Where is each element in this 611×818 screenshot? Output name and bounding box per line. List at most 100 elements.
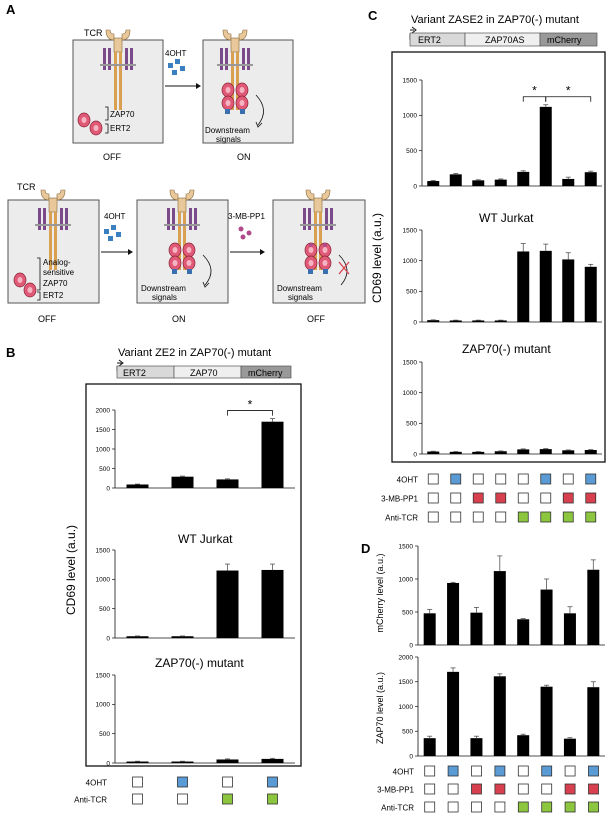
condition-box — [471, 765, 482, 777]
y-tick-label: 500 — [406, 289, 417, 296]
condition-box — [541, 801, 553, 813]
condition-box — [540, 473, 552, 485]
condition-box — [177, 793, 188, 805]
chart-d-zap70-ylabel: ZAP70 level (a.u.) — [375, 672, 385, 744]
significance-star: * — [566, 84, 571, 98]
y-tick-label: 500 — [406, 421, 417, 428]
significance-star: * — [532, 84, 537, 98]
y-tick-label: 1500 — [403, 77, 418, 84]
bar — [517, 171, 530, 186]
panel-a-bottom-arrow-1: 4OHT — [101, 212, 133, 255]
bar — [493, 676, 506, 756]
panel-a-bottom-off-cell-2: Downstream signals OFF — [272, 189, 366, 324]
downstream-label-3: Downstream — [141, 284, 186, 293]
condition-box — [427, 492, 439, 504]
chart-c-zap-title: ZAP70(-) mutant — [462, 342, 551, 356]
bar — [449, 451, 462, 454]
condition-box — [564, 801, 576, 813]
bar — [427, 451, 440, 454]
bar — [126, 636, 149, 638]
state-on-label-2: ON — [172, 314, 186, 324]
condition-box — [517, 801, 529, 813]
condition-box — [517, 765, 529, 777]
bar — [563, 613, 576, 645]
condition-box — [494, 783, 506, 795]
construct-c-mcherry: mCherry — [547, 35, 582, 45]
y-tick-label: 500 — [99, 731, 110, 738]
bar — [449, 320, 462, 322]
condition-box — [427, 511, 439, 523]
ert2-label-2: ERT2 — [43, 291, 64, 300]
y-tick-label: 0 — [409, 642, 413, 649]
panel-a-top-off-cell: TCR ZAP70 ERT2 OFF — [72, 28, 164, 162]
analog-label-1: Analog- — [43, 258, 71, 267]
drug-3mbpp1-label: 3-MB-PP1 — [228, 212, 265, 221]
panel-d-conditions: 4OHT 3-MB-PP1 Anti-TCR — [377, 765, 599, 813]
bar — [472, 320, 485, 322]
condition-box — [222, 793, 233, 805]
condition-box — [132, 793, 143, 805]
zap70-label-2: ZAP70 — [43, 279, 68, 288]
panel-letter-c: C — [368, 8, 378, 23]
downstream-label-6: signals — [288, 293, 313, 302]
chart-c-zap: 0 500 1000 1500 — [403, 359, 602, 458]
y-tick-label: 500 — [99, 606, 110, 613]
condition-box — [517, 783, 529, 795]
panel-c-title: Variant ZASE2 in ZAP70(-) mutant — [411, 14, 579, 26]
condition-box — [424, 783, 436, 795]
condition-box — [222, 776, 233, 788]
state-off-label-3: OFF — [307, 314, 325, 324]
y-tick-label: 1500 — [403, 227, 418, 234]
y-tick-label: 1500 — [96, 547, 111, 554]
bar — [587, 569, 600, 645]
condition-box — [472, 492, 484, 504]
bar — [494, 320, 507, 322]
condition-box — [562, 473, 574, 485]
y-tick-label: 1000 — [403, 113, 418, 120]
y-tick-label: 0 — [409, 753, 413, 760]
downstream-label-5: Downstream — [277, 284, 322, 293]
bar — [584, 172, 597, 186]
condition-box — [447, 801, 459, 813]
y-tick-label: 0 — [106, 635, 110, 642]
y-tick-label: 1000 — [96, 702, 111, 709]
bar — [517, 619, 530, 645]
state-off-label-2: OFF — [38, 314, 56, 324]
construct-b-zap70: ZAP70 — [190, 368, 218, 378]
y-tick-label: 1500 — [403, 359, 418, 366]
significance-bracket — [227, 410, 273, 416]
construct-c-zap70as: ZAP70AS — [485, 35, 525, 45]
condition-box — [564, 765, 576, 777]
bar — [427, 181, 440, 186]
bar — [126, 761, 149, 763]
condition-box — [541, 765, 553, 777]
bar — [423, 613, 436, 645]
condition-box — [472, 473, 484, 485]
condition-box — [494, 765, 506, 777]
bar — [216, 759, 239, 763]
y-tick-label: 500 — [402, 729, 413, 736]
condition-row-label: 4OHT — [397, 476, 418, 485]
condition-box — [471, 801, 482, 813]
condition-box — [424, 801, 436, 813]
bar — [517, 735, 530, 756]
panel-letter-b: B — [6, 345, 15, 360]
chart-b-zap-title: ZAP70(-) mutant — [155, 656, 244, 670]
condition-row-label: 3-MB-PP1 — [377, 786, 414, 795]
y-tick-label: 500 — [99, 466, 110, 473]
condition-row-label: 4OHT — [393, 768, 414, 777]
condition-box — [517, 473, 529, 485]
condition-box — [562, 511, 574, 523]
significance-star: * — [248, 398, 253, 412]
condition-box — [517, 511, 529, 523]
bar — [261, 758, 284, 763]
condition-box — [472, 511, 484, 523]
construct-c-ert2: ERT2 — [418, 35, 441, 45]
y-tick-label: 1500 — [399, 679, 414, 686]
downstream-label-1: Downstream — [205, 126, 250, 135]
condition-box — [495, 492, 507, 504]
bar — [494, 451, 507, 454]
bar — [216, 570, 239, 638]
bar — [517, 449, 530, 454]
condition-row-label: 4OHT — [86, 779, 107, 788]
